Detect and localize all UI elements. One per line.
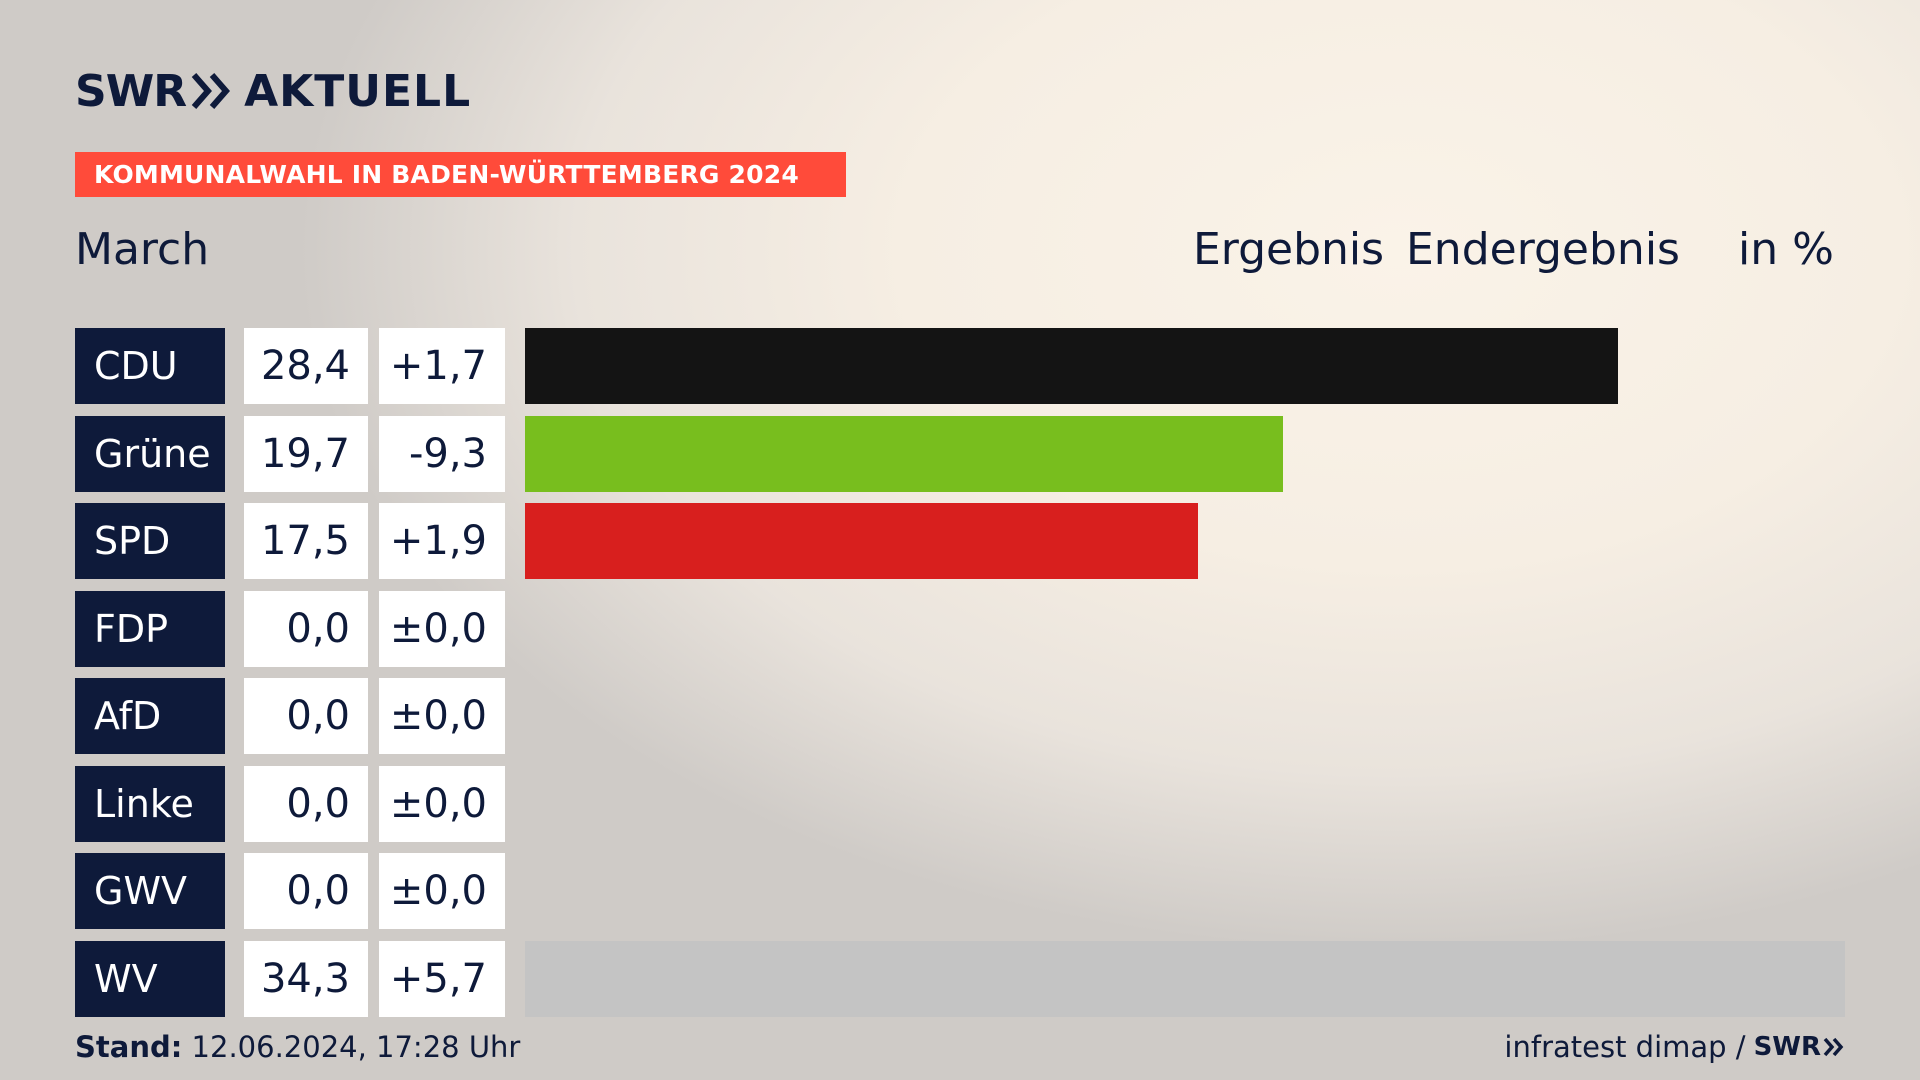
- result-row: Grüne 19,7 -9,3: [0, 415, 1920, 492]
- result-row: GWV 0,0 ±0,0: [0, 853, 1920, 929]
- party-label: AfD: [75, 678, 225, 754]
- party-label: WV: [75, 940, 225, 1017]
- result-diff: ±0,0: [379, 678, 505, 754]
- double-chevron-icon: [1823, 1037, 1844, 1057]
- result-diff: ±0,0: [379, 765, 505, 842]
- source-credit: infratest dimap / SWR: [1504, 1030, 1845, 1064]
- result-diff: +5,7: [379, 940, 505, 1017]
- result-row: AfD 0,0 ±0,0: [0, 678, 1920, 754]
- result-diff: +1,7: [379, 328, 505, 404]
- result-bar: [525, 940, 1845, 1017]
- place-title: March: [75, 224, 210, 275]
- result-diff: -9,3: [379, 415, 505, 492]
- result-row: Linke 0,0 ±0,0: [0, 765, 1920, 842]
- result-value: 0,0: [244, 765, 368, 842]
- result-diff: +1,9: [379, 503, 505, 579]
- party-label: FDP: [75, 590, 225, 667]
- result-row: CDU 28,4 +1,7: [0, 328, 1920, 404]
- result-bar: [525, 415, 1284, 492]
- election-banner: KOMMUNALWAHL IN BADEN-WÜRTTEMBERG 2024: [75, 152, 846, 197]
- party-label: SPD: [75, 503, 225, 579]
- party-label: CDU: [75, 328, 225, 404]
- swr-aktuell-logo: SWR AKTUELL: [75, 65, 472, 117]
- result-row: FDP 0,0 ±0,0: [0, 590, 1920, 667]
- stand-value: 12.06.2024, 17:28 Uhr: [191, 1030, 521, 1064]
- result-bar: [525, 503, 1199, 579]
- source-brand: SWR: [1753, 1032, 1821, 1062]
- party-label: Grüne: [75, 415, 225, 492]
- result-value: 17,5: [244, 503, 368, 579]
- header-unit: in %: [1738, 224, 1834, 275]
- result-diff: ±0,0: [379, 853, 505, 929]
- header-endergebnis: Endergebnis: [1406, 224, 1680, 275]
- timestamp: Stand: 12.06.2024, 17:28 Uhr: [75, 1030, 520, 1064]
- double-chevron-icon: [191, 73, 231, 109]
- party-label: Linke: [75, 765, 225, 842]
- result-value: 0,0: [244, 853, 368, 929]
- result-value: 28,4: [244, 328, 368, 404]
- logo-swr-text: SWR: [75, 65, 187, 117]
- result-bar: [525, 328, 1618, 404]
- party-label: GWV: [75, 853, 225, 929]
- result-value: 0,0: [244, 678, 368, 754]
- result-value: 34,3: [244, 940, 368, 1017]
- logo-aktuell-text: AKTUELL: [244, 65, 472, 117]
- result-row: WV 34,3 +5,7: [0, 940, 1920, 1017]
- result-row: SPD 17,5 +1,9: [0, 503, 1920, 579]
- header-ergebnis: Ergebnis: [1193, 224, 1385, 275]
- source-text: infratest dimap /: [1504, 1030, 1746, 1064]
- stand-label: Stand:: [75, 1030, 183, 1064]
- result-value: 19,7: [244, 415, 368, 492]
- result-diff: ±0,0: [379, 590, 505, 667]
- result-value: 0,0: [244, 590, 368, 667]
